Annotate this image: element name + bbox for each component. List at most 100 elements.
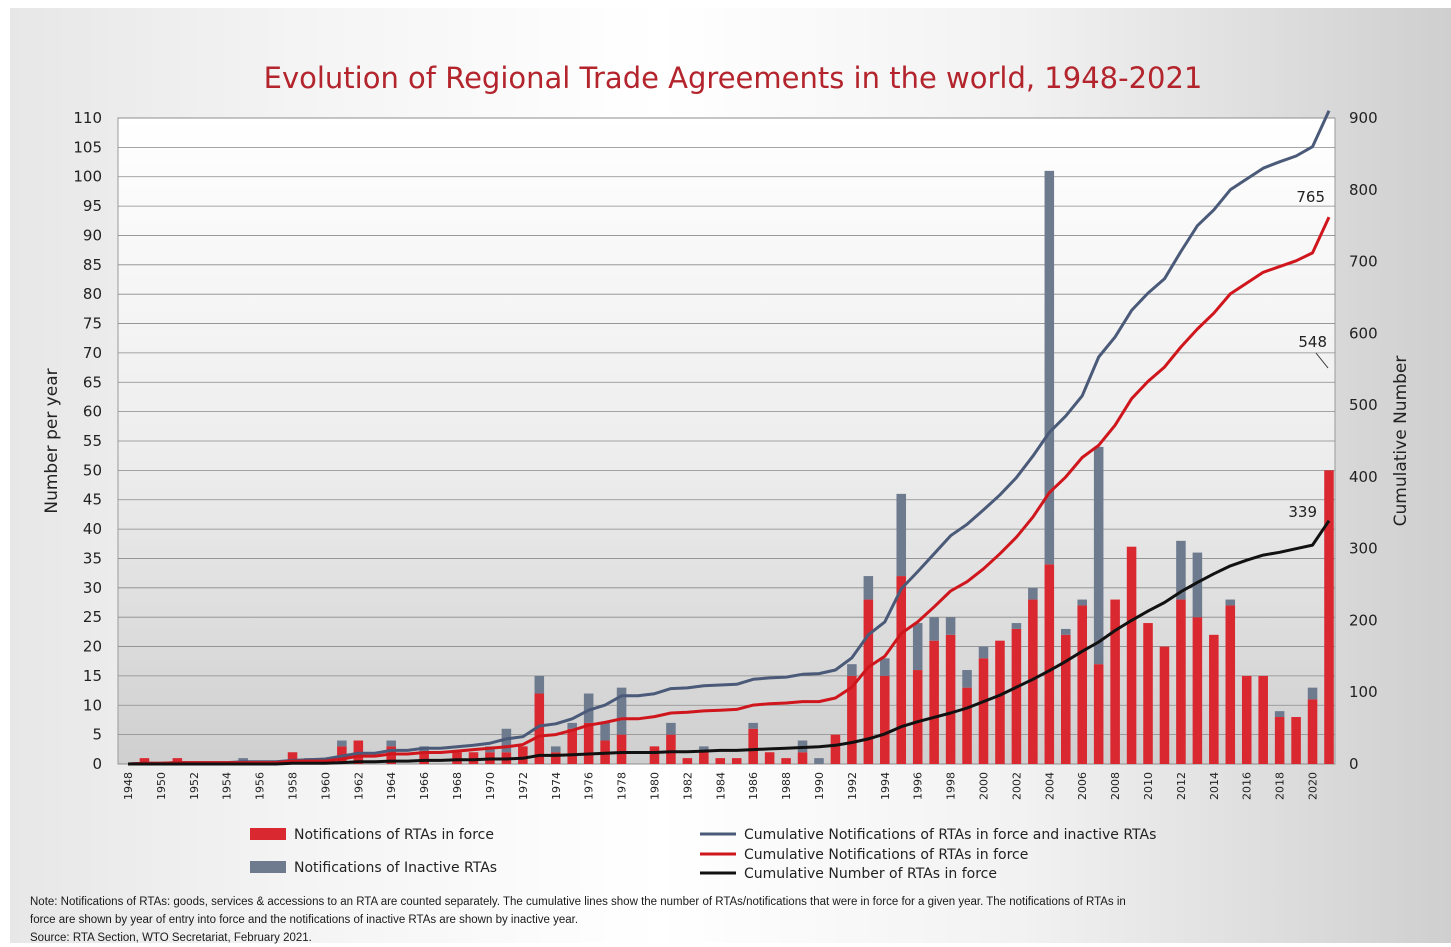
y-tick-label: 70 (83, 344, 102, 362)
y2-tick-label: 300 (1349, 540, 1378, 558)
bar-inactive (880, 658, 890, 676)
x-tick-label: 1976 (583, 772, 596, 800)
bar-inactive (863, 576, 874, 600)
y-tick-label: 110 (73, 109, 102, 127)
bar-in-force (797, 752, 808, 764)
y-tick-label: 30 (83, 579, 102, 597)
x-tick-label: 1952 (188, 772, 201, 800)
y2-axis-title: Cumulative Number (1391, 356, 1411, 527)
bar-inactive (567, 722, 577, 729)
bar-in-force (978, 658, 989, 764)
bar-in-force (896, 576, 907, 764)
x-tick-label: 2016 (1241, 772, 1254, 800)
x-tick-label: 1966 (418, 772, 431, 800)
bar-in-force (649, 746, 660, 764)
x-tick-label: 2018 (1274, 772, 1287, 800)
bar-inactive (929, 617, 939, 641)
legend-item-inactive-swatch (250, 861, 286, 873)
bar-inactive (748, 722, 758, 729)
bar-inactive (1192, 552, 1203, 618)
bar-inactive (534, 675, 545, 694)
note-line-2: force are shown by year of entry into fo… (30, 914, 579, 926)
bar-inactive (847, 664, 857, 676)
bar-inactive (945, 617, 956, 635)
x-tick-label: 1988 (780, 772, 793, 800)
bar-in-force (1291, 717, 1301, 764)
bar-inactive (814, 758, 824, 764)
bar-in-force (781, 758, 791, 764)
x-tick-label: 2002 (1010, 772, 1023, 800)
bar-inactive (699, 746, 709, 753)
x-tick-label: 1992 (846, 772, 859, 800)
line-cumulative-in-force (127, 216, 1331, 766)
bar-in-force (1176, 599, 1186, 764)
x-tick-label: 2004 (1043, 772, 1056, 800)
x-tick-label: 1960 (319, 772, 332, 800)
y2-tick-label: 200 (1349, 611, 1378, 629)
bar-in-force (1274, 717, 1285, 764)
bar-inactive (1028, 587, 1038, 600)
bar-in-force (880, 675, 890, 764)
bar-in-force (452, 752, 462, 764)
lines-layer: 765 548 339 (127, 110, 1331, 766)
bar-inactive (896, 493, 907, 577)
note-line-1: Note: Notifications of RTAs: goods, serv… (30, 896, 1126, 908)
y-tick-label: 75 (83, 315, 102, 333)
bar-in-force (583, 722, 594, 764)
x-tick-label: 1958 (287, 772, 300, 800)
bar-in-force (962, 687, 972, 764)
bar-in-force (1126, 546, 1137, 764)
x-tick-label: 1982 (681, 772, 694, 800)
x-tick-label: 2014 (1208, 772, 1221, 800)
bar-inactive (1044, 170, 1055, 565)
bar-inactive (962, 670, 972, 688)
bar-in-force (139, 758, 150, 764)
bar-inactive (1225, 599, 1236, 606)
x-tick-label: 2008 (1109, 772, 1122, 800)
bar-in-force (731, 758, 742, 764)
x-tick-label: 1986 (747, 772, 760, 800)
bar-in-force (1143, 623, 1153, 764)
y2-tick-label: 0 (1349, 755, 1359, 773)
bar-inactive (1060, 628, 1071, 635)
legend-item-in-force-label: Notifications of RTAs in force (294, 827, 494, 843)
legend-item-cumulative-in-force-label: Cumulative Notifications of RTAs in forc… (744, 847, 1028, 863)
bar-inactive (1011, 623, 1022, 629)
bar-in-force (764, 752, 775, 764)
x-tick-label: 1956 (254, 772, 267, 800)
legend-item-inactive-label: Notifications of Inactive RTAs (294, 860, 497, 876)
bar-in-force (863, 599, 874, 764)
chart-title: Evolution of Regional Trade Agreements i… (264, 61, 1203, 95)
bar-in-force (1011, 628, 1022, 764)
x-tick-label: 1974 (550, 772, 563, 800)
y2-tick-label: 400 (1349, 468, 1378, 486)
bar-inactive (616, 687, 627, 735)
bar-in-force (1077, 605, 1087, 764)
axes-layer: 0 5 10 15 20 25 30 35 40 45 50 55 60 65 70 75 80 85 90 95 10… (73, 109, 1377, 800)
y-tick-label: 5 (92, 726, 102, 744)
bar-in-force (945, 634, 956, 764)
y2-tick-label: 700 (1349, 253, 1378, 271)
bar-inactive (666, 722, 676, 735)
bar-inactive (912, 623, 923, 671)
bar-in-force (518, 746, 528, 764)
source-line: Source: RTA Section, WTO Secretariat, Fe… (30, 932, 312, 944)
bar-in-force (699, 752, 709, 764)
bar-in-force (1241, 675, 1252, 764)
x-tick-label: 1972 (517, 772, 530, 800)
bar-in-force (534, 693, 545, 764)
y-tick-label: 65 (83, 373, 102, 391)
bar-inactive (1093, 446, 1104, 665)
bar-in-force (1060, 634, 1071, 764)
y-tick-label: 45 (83, 491, 102, 509)
bar-inactive (583, 693, 594, 723)
bar-in-force (567, 728, 577, 764)
x-tick-label: 1948 (122, 772, 135, 800)
bar-in-force (419, 752, 429, 764)
bar-in-force (550, 752, 561, 764)
y-tick-label: 55 (83, 432, 102, 450)
y-tick-label: 20 (83, 638, 102, 656)
bar-in-force (468, 752, 479, 764)
legend-item-cumulative-total-label: Cumulative Notifications of RTAs in forc… (744, 827, 1156, 843)
y-tick-label: 25 (83, 608, 102, 626)
